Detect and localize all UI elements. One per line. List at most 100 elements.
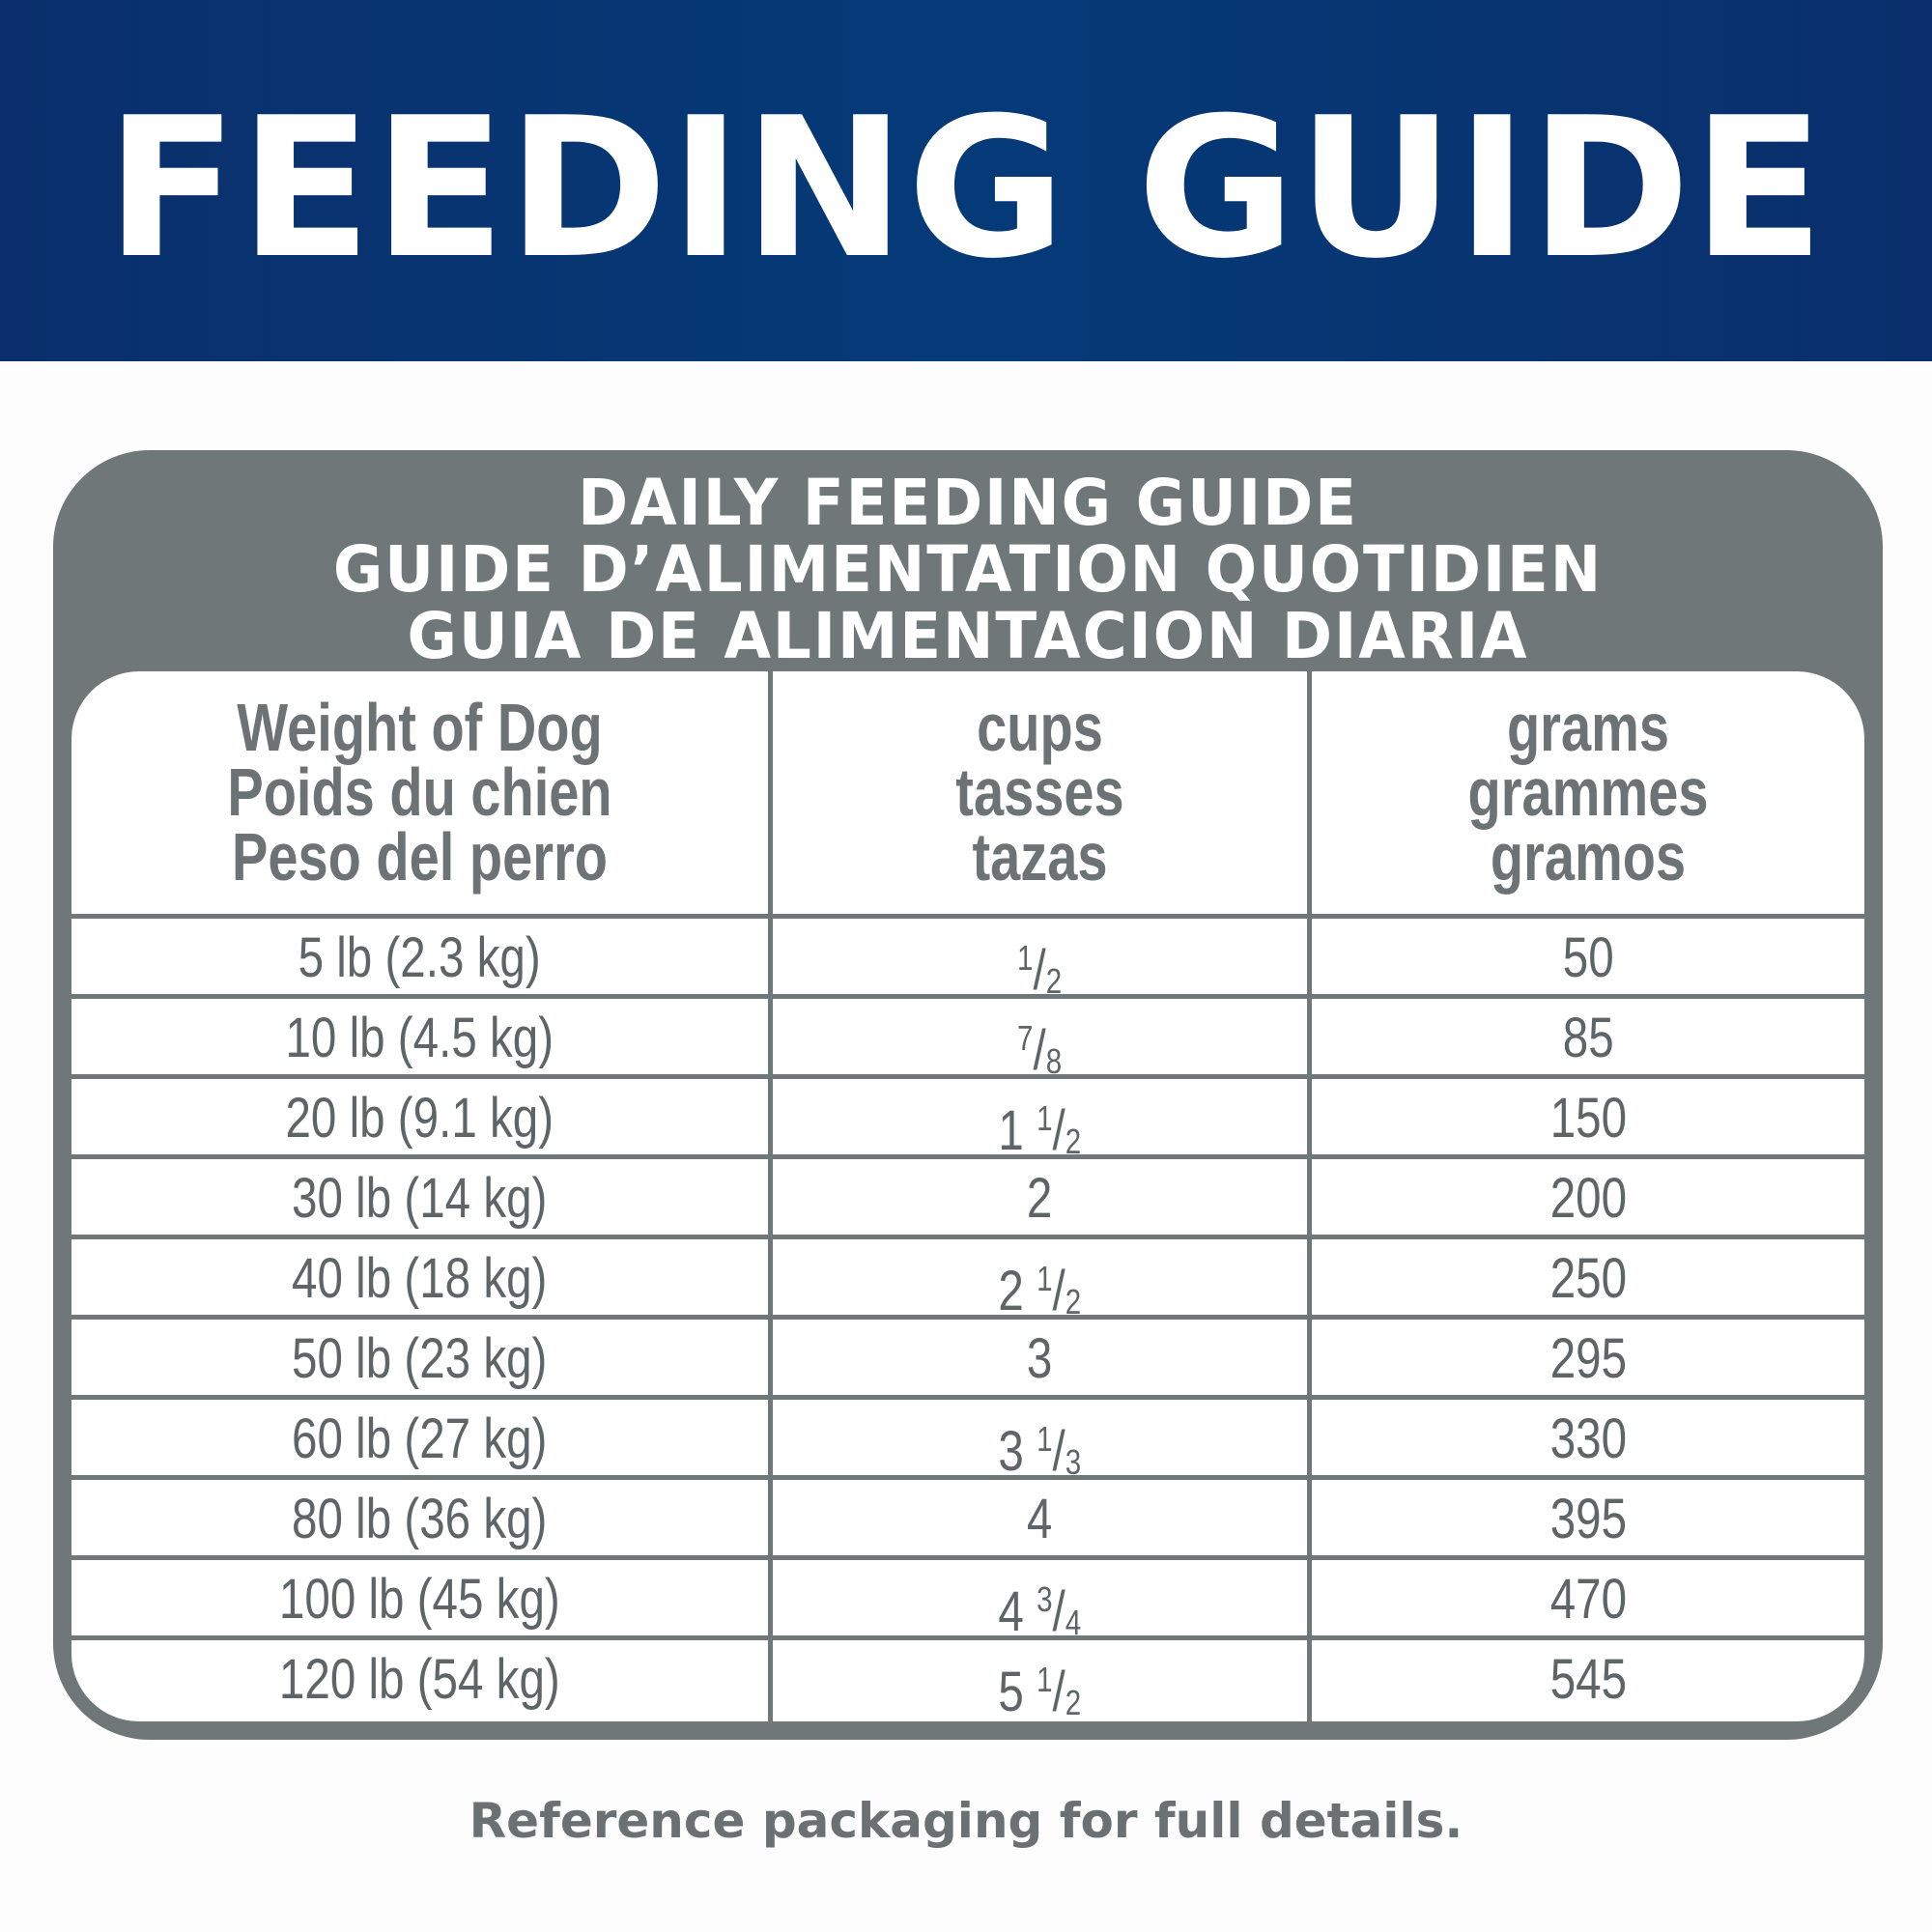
row-divider [71, 1074, 1864, 1079]
cups-whole: 3 [998, 1420, 1025, 1483]
weight-cell-text: 30 lb (14 kg) [292, 1167, 548, 1230]
cups-denominator: 4 [1065, 1603, 1082, 1642]
grams-cell-text: 50 [1562, 926, 1614, 989]
cups-whole: 2 [1027, 1167, 1053, 1230]
weight-cell: 30 lb (14 kg) [71, 1159, 768, 1235]
grams-cell-text: 150 [1549, 1087, 1627, 1150]
cups-numerator: 1 [1037, 1419, 1053, 1459]
weight-cell-text: 50 lb (23 kg) [292, 1327, 548, 1390]
fraction-slash: / [1052, 1420, 1065, 1483]
column-header-weight: Weight of Dog Poids du chien Peso del pe… [71, 690, 768, 891]
fraction-slash: / [1052, 1260, 1065, 1322]
grams-cell: 470 [1312, 1560, 1864, 1635]
weight-cell: 40 lb (18 kg) [71, 1239, 768, 1315]
cups-cell: 3 1/3 [773, 1400, 1307, 1483]
grams-cell: 50 [1312, 919, 1864, 994]
weight-cell: 20 lb (9.1 kg) [71, 1079, 768, 1154]
cups-cell-text: 2 [1027, 1159, 1052, 1238]
table-title-es: GUIA DE ALIMENTACION DIARIA [407, 599, 1529, 673]
weight-cell: 100 lb (45 kg) [71, 1560, 768, 1635]
grams-cell: 250 [1312, 1239, 1864, 1315]
weight-cell-text: 120 lb (54 kg) [279, 1648, 560, 1711]
cups-numerator: 1 [1017, 938, 1034, 978]
fraction-slash: / [1052, 1661, 1065, 1721]
grams-cell-text: 395 [1549, 1488, 1627, 1550]
header-line: gramos [1490, 819, 1687, 895]
table-title-en: DAILY FEEDING GUIDE [578, 466, 1358, 540]
grams-cell: 200 [1312, 1159, 1864, 1235]
weight-cell: 10 lb (4.5 kg) [71, 999, 768, 1074]
header-line: grammes [1467, 754, 1709, 830]
cups-cell: 7/8 [773, 999, 1307, 1082]
grams-cell-text: 545 [1549, 1648, 1627, 1711]
grams-cell: 295 [1312, 1320, 1864, 1395]
row-divider [71, 1395, 1864, 1400]
cups-cell-text: 3 [1027, 1320, 1052, 1399]
grams-cell-text: 470 [1549, 1568, 1627, 1631]
cups-cell: 4 3/4 [773, 1560, 1307, 1643]
weight-cell: 80 lb (36 kg) [71, 1480, 768, 1555]
weight-cell-text: 40 lb (18 kg) [292, 1247, 548, 1310]
cups-numerator: 1 [1037, 1098, 1053, 1138]
weight-cell-text: 5 lb (2.3 kg) [298, 926, 542, 989]
cups-denominator: 8 [1046, 1041, 1063, 1081]
cups-numerator: 1 [1037, 1259, 1053, 1298]
cups-numerator: 3 [1037, 1579, 1053, 1619]
weight-cell: 120 lb (54 kg) [71, 1640, 768, 1716]
cups-denominator: 2 [1046, 961, 1063, 1001]
table-title-fr: GUIDE D’ALIMENTATION QUOTIDIEN [332, 532, 1604, 607]
cups-cell-text: 1 1/2 [999, 1079, 1082, 1181]
row-divider [71, 1635, 1864, 1640]
cups-cell: 1/2 [773, 919, 1307, 1002]
grams-cell: 395 [1312, 1480, 1864, 1555]
weight-cell-text: 80 lb (36 kg) [292, 1488, 548, 1550]
cups-whole: 3 [1027, 1327, 1053, 1390]
fraction-slash: / [1033, 939, 1047, 1002]
feeding-guide-table: DAILY FEEDING GUIDE GUIDE D’ALIMENTATION… [53, 450, 1883, 1740]
cups-cell-text: 3 1/3 [999, 1400, 1082, 1502]
cups-cell-text: 4 [1027, 1480, 1052, 1559]
cups-whole: 2 [998, 1260, 1025, 1322]
table-body: Weight of Dog Poids du chien Peso del pe… [71, 671, 1864, 1721]
cups-cell: 2 1/2 [773, 1239, 1307, 1322]
row-divider [71, 994, 1864, 999]
cups-numerator: 7 [1017, 1018, 1034, 1058]
grams-cell-text: 200 [1549, 1167, 1627, 1230]
page-title: FEEDING GUIDE [105, 76, 1827, 301]
column-divider [768, 671, 773, 1721]
header-banner: FEEDING GUIDE [0, 0, 1932, 361]
table-titles: DAILY FEEDING GUIDE GUIDE D’ALIMENTATION… [53, 469, 1883, 669]
cups-cell: 4 [773, 1480, 1307, 1555]
row-divider [71, 1154, 1864, 1159]
cups-cell-text: 2 1/2 [999, 1239, 1082, 1342]
fraction-slash: / [1033, 1019, 1047, 1082]
header-line: tasses [955, 754, 1124, 830]
header-line: Weight of Dog [237, 690, 603, 765]
row-divider [71, 1555, 1864, 1560]
cups-cell-text: 5 1/2 [999, 1640, 1082, 1721]
cups-denominator: 2 [1065, 1683, 1082, 1721]
column-header-grams: grams grammes gramos [1312, 690, 1864, 895]
cups-cell: 3 [773, 1320, 1307, 1395]
grams-cell-text: 295 [1549, 1327, 1627, 1390]
weight-cell-text: 60 lb (27 kg) [292, 1407, 548, 1470]
cups-whole: 4 [998, 1580, 1025, 1643]
cups-cell-text: 7/8 [1017, 999, 1062, 1101]
footer-note: Reference packaging for full details. [469, 1793, 1463, 1849]
cups-cell-text: 4 3/4 [999, 1560, 1082, 1662]
grams-cell: 545 [1312, 1640, 1864, 1716]
grams-cell-text: 85 [1562, 1007, 1614, 1069]
grams-cell: 150 [1312, 1079, 1864, 1154]
cups-cell: 1 1/2 [773, 1079, 1307, 1162]
cups-denominator: 2 [1065, 1122, 1082, 1161]
weight-cell: 5 lb (2.3 kg) [71, 919, 768, 994]
cups-cell-text: 1/2 [1017, 919, 1062, 1021]
row-divider [71, 1475, 1864, 1480]
cups-numerator: 1 [1037, 1660, 1053, 1699]
cups-cell: 5 1/2 [773, 1640, 1307, 1721]
row-divider [71, 1235, 1864, 1239]
header-line: Poids du chien [227, 754, 612, 830]
header-line: grams [1506, 690, 1670, 765]
grams-cell: 330 [1312, 1400, 1864, 1475]
weight-cell: 50 lb (23 kg) [71, 1320, 768, 1395]
